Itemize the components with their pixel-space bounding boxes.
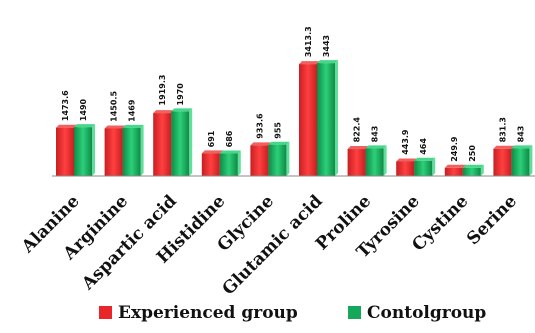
bar-control-6	[365, 148, 384, 176]
bar-control-7-side	[432, 157, 436, 176]
bar-experienced-5-top	[299, 61, 320, 65]
bar-experienced-2-top	[153, 110, 175, 114]
bar-experienced-1-top	[104, 125, 126, 129]
bar-control-0-top	[74, 124, 95, 128]
legend-label-experienced: Experienced group	[118, 303, 298, 323]
bar-control-8	[462, 167, 481, 176]
legend-swatch-control	[348, 306, 361, 319]
bar-experienced-7-top	[396, 158, 418, 162]
data-label-control-6: 843	[371, 126, 380, 143]
bar-experienced-8-top	[444, 164, 466, 168]
bar-experienced-1	[104, 128, 123, 176]
bar-experienced-0	[56, 127, 74, 176]
legend-swatch-experienced	[99, 306, 112, 319]
bar-control-5-top	[317, 60, 338, 64]
bar-experienced-5	[299, 64, 317, 176]
data-label-experienced-8: 249.9	[450, 136, 459, 162]
bar-control-5-side	[335, 60, 338, 176]
bar-experienced-4	[250, 145, 269, 176]
bar-control-0	[74, 127, 92, 176]
bar-experienced-7	[396, 161, 415, 176]
data-label-control-2: 1970	[176, 83, 185, 106]
data-label-experienced-2: 1919.3	[158, 75, 167, 106]
bar-control-1	[122, 127, 141, 176]
data-label-control-7: 464	[419, 138, 428, 155]
data-label-control-4: 955	[273, 122, 282, 139]
bar-control-2	[171, 111, 190, 176]
bar-control-6-top	[365, 145, 387, 149]
bar-control-9	[511, 148, 530, 176]
bar-control-8-top	[462, 164, 484, 168]
data-label-control-9: 843	[516, 126, 525, 143]
bar-control-8-side	[480, 164, 484, 176]
bar-experienced-6	[347, 149, 366, 176]
bar-control-9-top	[511, 145, 533, 149]
bars-layer	[56, 60, 533, 176]
bar-control-4	[268, 144, 287, 176]
category-label-9: Serine	[463, 191, 521, 249]
data-labels-layer: 1473.6 1490 1450.5 1469 1919.3 1970 691 686 933.…	[61, 26, 525, 162]
bar-control-2-side	[189, 108, 193, 176]
bar-control-1-top	[122, 124, 144, 128]
bar-experienced-3-top	[201, 150, 223, 154]
data-label-control-8: 250	[468, 145, 477, 162]
bar-control-4-top	[268, 141, 290, 145]
data-label-experienced-9: 831.3	[498, 117, 507, 142]
bar-control-1-side	[140, 124, 144, 176]
bar-experienced-0-top	[56, 124, 77, 128]
bar-control-0-side	[92, 124, 95, 176]
data-label-experienced-3: 691	[207, 130, 216, 147]
bar-control-4-side	[286, 141, 290, 176]
data-label-control-1: 1469	[128, 99, 137, 122]
bar-experienced-9	[493, 148, 512, 176]
bar-control-5	[317, 63, 335, 176]
bar-experienced-3	[201, 153, 220, 176]
legend-label-control: Contolgroup	[367, 303, 486, 323]
data-label-experienced-1: 1450.5	[110, 91, 119, 122]
data-label-experienced-4: 933.6	[255, 113, 264, 139]
bar-control-3-side	[237, 150, 241, 176]
data-label-control-0: 1490	[79, 98, 88, 121]
bar-experienced-9-top	[493, 145, 515, 149]
bar-control-2-top	[171, 108, 193, 112]
bar-control-9-side	[529, 145, 533, 176]
data-label-control-5: 3443	[322, 35, 331, 57]
bar-control-7-top	[414, 157, 436, 161]
bar-experienced-6-top	[347, 146, 369, 150]
data-label-experienced-5: 3413.3	[304, 26, 313, 57]
bar-experienced-4-top	[250, 142, 272, 146]
bar-control-3-top	[219, 150, 241, 154]
data-label-control-3: 686	[225, 130, 234, 147]
legend: Experienced group Contolgroup	[99, 303, 486, 323]
data-label-experienced-7: 443.9	[401, 129, 410, 155]
bar-experienced-2	[153, 113, 172, 176]
bar-control-3	[219, 153, 238, 176]
data-label-experienced-6: 822.4	[353, 117, 362, 143]
bar-control-6-side	[383, 145, 387, 176]
bar-experienced-8	[444, 167, 463, 176]
data-label-experienced-0: 1473.6	[61, 90, 70, 121]
bar-control-7	[414, 160, 433, 176]
